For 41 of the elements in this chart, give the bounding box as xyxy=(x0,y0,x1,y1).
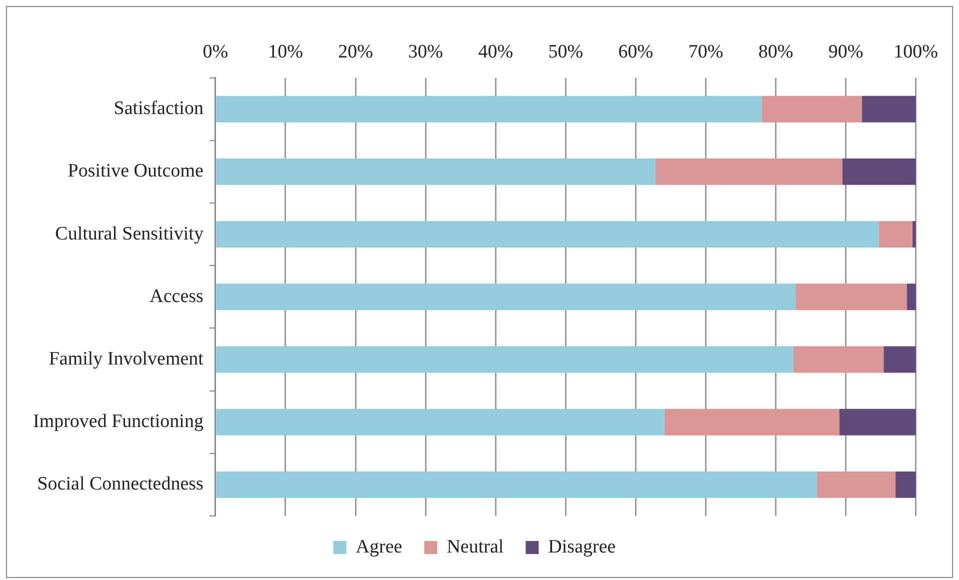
x-tick-label: 20% xyxy=(338,41,374,62)
bar xyxy=(884,346,916,373)
legend-label: Agree xyxy=(356,536,402,558)
x-tick-label: 0% xyxy=(202,41,228,62)
x-tick-label: 40% xyxy=(478,41,514,62)
bar xyxy=(906,284,916,310)
y-tick-label: Family Involvement xyxy=(48,348,204,370)
bar xyxy=(839,408,916,436)
x-tick-label: 80% xyxy=(758,41,794,62)
bar xyxy=(216,346,794,373)
x-tick-label: 60% xyxy=(618,41,654,62)
x-tick-label: 10% xyxy=(268,41,304,62)
y-tick-label: Access xyxy=(150,286,204,307)
legend-label: Disagree xyxy=(548,536,616,558)
bar xyxy=(878,221,912,248)
y-tick-label: Satisfaction xyxy=(114,98,204,120)
y-tick-label: Improved Functioning xyxy=(33,411,204,432)
y-tick-label: Positive Outcome xyxy=(68,160,204,182)
bar xyxy=(216,408,664,436)
x-tick-label: 90% xyxy=(828,41,864,62)
bar xyxy=(762,96,862,122)
x-tick-label: 50% xyxy=(548,41,584,62)
x-tick-label: 70% xyxy=(688,41,724,62)
bar xyxy=(216,284,796,310)
bar xyxy=(216,158,656,185)
bar xyxy=(795,284,907,310)
bar xyxy=(216,221,879,248)
bar xyxy=(842,158,916,185)
bar xyxy=(216,96,762,122)
bar xyxy=(793,346,884,373)
bar xyxy=(896,471,916,498)
bar xyxy=(216,471,818,498)
x-tick-label: 30% xyxy=(408,41,444,62)
legend-label: Neutral xyxy=(446,536,504,558)
bar xyxy=(817,471,896,498)
x-tick-label: 100% xyxy=(894,41,938,62)
bar xyxy=(664,408,840,436)
y-tick-label: Cultural Sensitivity xyxy=(55,223,204,244)
bar xyxy=(655,158,842,185)
y-tick-label: Social Connectedness xyxy=(37,474,204,495)
bar xyxy=(862,96,916,122)
